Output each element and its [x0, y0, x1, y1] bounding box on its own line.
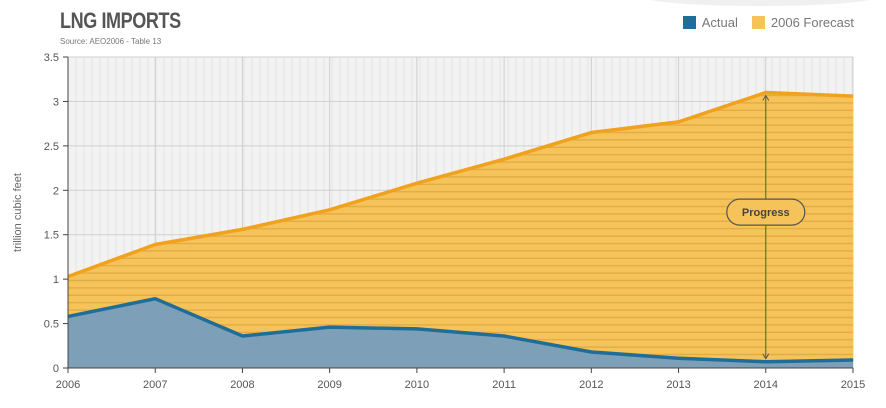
x-tick-labels: 2006 2007 2008 2009 2010 2011 2012 2013 2014 2015 — [56, 379, 865, 391]
forecast-area — [68, 92, 853, 369]
x-tick-label: 2011 — [492, 379, 516, 391]
x-tick-label: 2006 — [56, 379, 80, 391]
legend-label-forecast: 2006 Forecast — [770, 15, 854, 30]
legend-swatch-forecast — [751, 16, 765, 29]
actual-point — [678, 357, 680, 359]
y-tick-labels: 0 0.5 1 1.5 2 2.5 3 3.5 — [44, 52, 59, 375]
actual-point — [590, 351, 592, 353]
x-tick-label: 2012 — [579, 379, 603, 391]
forecast-line — [67, 90, 854, 279]
y-axis-title: trillion cubic feet — [12, 173, 24, 252]
forecast-point — [503, 158, 505, 160]
progress-label-box — [726, 198, 806, 226]
legend-swatch-actual — [682, 16, 696, 29]
actual-point — [765, 361, 767, 363]
y-tick-label: 1 — [53, 274, 59, 286]
progress-annotation: Progress — [726, 94, 806, 360]
legend-item-actual: Actual — [682, 15, 738, 30]
progress-arrow-up — [762, 94, 770, 101]
forecast-point — [678, 121, 680, 123]
legend: Actual 2006 Forecast — [682, 15, 854, 30]
x-tick-label: 2015 — [841, 379, 865, 391]
x-tick-label: 2008 — [230, 379, 254, 391]
chart-title: LNG IMPORTS — [60, 8, 181, 33]
forecast-point — [765, 92, 767, 94]
plot-lines — [67, 90, 854, 364]
actual-point — [852, 359, 854, 361]
y-tick-label: 2 — [53, 185, 59, 197]
x-tick-label: 2009 — [317, 379, 341, 391]
forecast-point — [590, 132, 592, 134]
chart-source: Source: AEO2006 - Table 13 — [60, 37, 162, 46]
y-tick-label: 3 — [53, 96, 59, 108]
forecast-point — [154, 243, 156, 245]
axes — [63, 56, 854, 373]
progress-arrow-down — [762, 353, 770, 360]
x-tick-label: 2014 — [754, 379, 778, 391]
x-tick-label: 2013 — [666, 379, 690, 391]
actual-point — [329, 326, 331, 328]
decorative-shadow — [640, 0, 880, 6]
y-tick-label: 0 — [53, 363, 59, 375]
y-tick-label: 3.5 — [44, 52, 59, 64]
actual-point — [416, 328, 418, 330]
x-tick-label: 2007 — [143, 379, 167, 391]
x-tick-label: 2010 — [405, 379, 429, 391]
actual-point — [154, 298, 156, 300]
forecast-point — [416, 182, 418, 184]
y-tick-label: 1.5 — [44, 230, 59, 242]
forecast-point — [852, 95, 854, 97]
forecast-point — [329, 209, 331, 211]
actual-line — [67, 296, 854, 364]
progress-label: Progress — [742, 207, 790, 219]
legend-label-actual: Actual — [701, 15, 738, 30]
y-tick-label: 0.5 — [44, 319, 59, 331]
actual-point — [503, 335, 505, 337]
actual-point — [241, 335, 243, 337]
legend-item-forecast: 2006 Forecast — [751, 15, 854, 30]
y-tick-label: 2.5 — [44, 141, 59, 153]
forecast-point — [241, 228, 243, 230]
